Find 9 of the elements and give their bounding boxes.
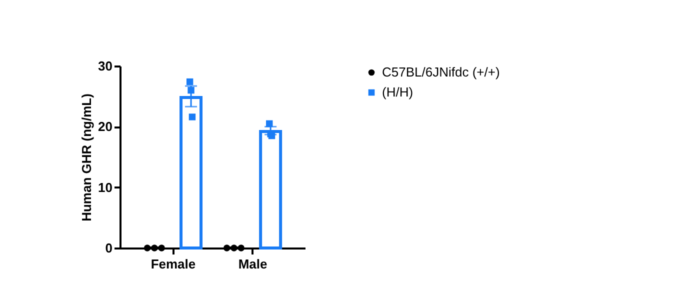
y-tick-label: 10	[98, 180, 112, 195]
y-axis-title: Human GHR (ng/mL)	[79, 94, 94, 222]
legend-label: (H/H)	[382, 84, 414, 100]
x-tick-label: Female	[150, 256, 196, 272]
y-tick-label: 30	[98, 58, 112, 74]
x-tick-label: Male	[238, 256, 268, 272]
y-tick-label: 0	[105, 240, 112, 256]
y-tick-label: 20	[98, 119, 112, 134]
legend-label: C57BL/6JNifdc (+/+)	[382, 64, 500, 80]
